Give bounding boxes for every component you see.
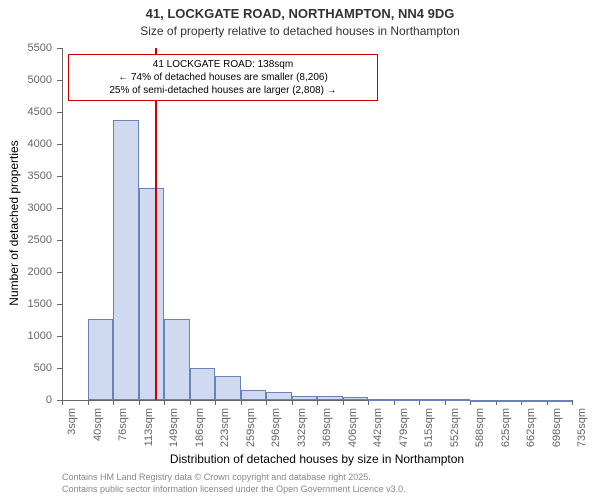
histogram-bar [164,319,190,400]
x-tick-label: 3sqm [66,408,78,458]
x-tick-label: 369sqm [321,408,333,458]
histogram-bar [292,396,318,400]
histogram-bar [470,400,496,402]
x-tick-mark [317,400,318,405]
histogram-bar [343,397,369,400]
histogram-bar [88,319,114,400]
y-tick-mark [57,112,62,113]
y-tick-mark [57,272,62,273]
y-tick-mark [57,336,62,337]
x-tick-mark [368,400,369,405]
chart-title-line2: Size of property relative to detached ho… [0,24,600,38]
y-tick-mark [57,176,62,177]
x-tick-label: 76sqm [117,408,129,458]
x-tick-mark [164,400,165,405]
y-tick-mark [57,144,62,145]
y-tick-mark [57,208,62,209]
x-tick-label: 186sqm [194,408,206,458]
copyright-text: Contains HM Land Registry data © Crown c… [62,472,406,495]
x-tick-mark [343,400,344,405]
x-tick-mark [215,400,216,405]
annotation-line3: 25% of semi-detached houses are larger (… [75,84,371,97]
x-tick-label: 113sqm [143,408,155,458]
histogram-bar [266,392,292,400]
x-tick-label: 442sqm [372,408,384,458]
x-tick-mark [62,400,63,405]
x-tick-label: 332sqm [296,408,308,458]
x-tick-mark [266,400,267,405]
x-tick-label: 406sqm [347,408,359,458]
histogram-bar [445,399,471,401]
annotation-line2: ← 74% of detached houses are smaller (8,… [75,71,371,84]
histogram-bar [496,400,522,402]
x-axis-label: Distribution of detached houses by size … [62,452,572,466]
x-tick-label: 625sqm [500,408,512,458]
x-tick-label: 149sqm [168,408,180,458]
x-tick-label: 296sqm [270,408,282,458]
histogram-bar [190,368,216,400]
x-tick-mark [572,400,573,405]
y-tick-mark [57,80,62,81]
x-tick-label: 515sqm [423,408,435,458]
y-axis-label: Number of detached properties [7,47,21,399]
copyright-line2: Contains public sector information licen… [62,484,406,496]
x-tick-label: 259sqm [245,408,257,458]
histogram-bar [317,396,343,400]
x-tick-mark [292,400,293,405]
y-tick-mark [57,304,62,305]
annotation-line1: 41 LOCKGATE ROAD: 138sqm [75,58,371,71]
histogram-bar [241,390,267,400]
x-tick-label: 662sqm [525,408,537,458]
copyright-line1: Contains HM Land Registry data © Crown c… [62,472,406,484]
y-tick-mark [57,368,62,369]
x-tick-label: 40sqm [92,408,104,458]
histogram-bar [547,400,573,402]
histogram-bar [113,120,139,400]
x-tick-label: 479sqm [398,408,410,458]
y-tick-mark [57,48,62,49]
chart-title-line1: 41, LOCKGATE ROAD, NORTHAMPTON, NN4 9DG [0,6,600,21]
x-tick-mark [241,400,242,405]
x-tick-mark [88,400,89,405]
annotation-box: 41 LOCKGATE ROAD: 138sqm ← 74% of detach… [68,54,378,101]
x-tick-mark [113,400,114,405]
x-tick-label: 698sqm [551,408,563,458]
chart-container: 41, LOCKGATE ROAD, NORTHAMPTON, NN4 9DG … [0,0,600,500]
y-tick-mark [57,240,62,241]
histogram-bar [521,400,547,402]
histogram-bar [394,399,420,401]
x-tick-label: 588sqm [474,408,486,458]
x-tick-label: 552sqm [449,408,461,458]
x-tick-label: 735sqm [576,408,588,458]
x-tick-mark [139,400,140,405]
histogram-bar [215,376,241,400]
x-tick-label: 223sqm [219,408,231,458]
x-tick-mark [190,400,191,405]
histogram-bar [139,188,165,400]
histogram-bar [368,399,394,401]
histogram-bar [419,399,445,401]
